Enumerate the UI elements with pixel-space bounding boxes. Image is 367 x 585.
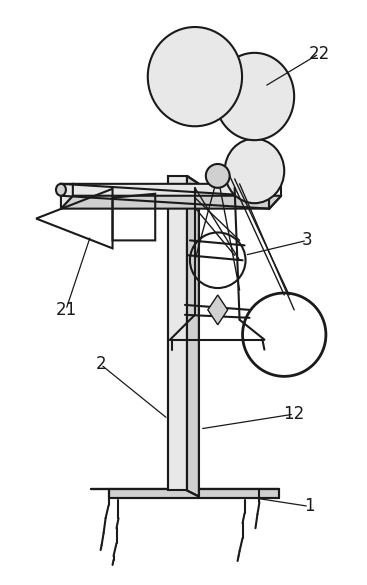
Polygon shape bbox=[187, 176, 199, 497]
Ellipse shape bbox=[56, 184, 66, 196]
Polygon shape bbox=[208, 295, 228, 325]
Text: 3: 3 bbox=[302, 232, 312, 249]
Ellipse shape bbox=[215, 53, 294, 140]
Text: 21: 21 bbox=[55, 301, 77, 319]
Ellipse shape bbox=[225, 139, 284, 203]
Text: 1: 1 bbox=[304, 497, 315, 515]
Polygon shape bbox=[168, 176, 187, 490]
Ellipse shape bbox=[148, 27, 242, 126]
Text: 2: 2 bbox=[95, 356, 106, 373]
Polygon shape bbox=[109, 488, 279, 498]
Circle shape bbox=[206, 164, 230, 188]
Text: 22: 22 bbox=[308, 45, 330, 63]
Polygon shape bbox=[61, 184, 281, 197]
Text: 12: 12 bbox=[284, 405, 305, 423]
Polygon shape bbox=[61, 184, 73, 209]
Polygon shape bbox=[61, 196, 281, 209]
